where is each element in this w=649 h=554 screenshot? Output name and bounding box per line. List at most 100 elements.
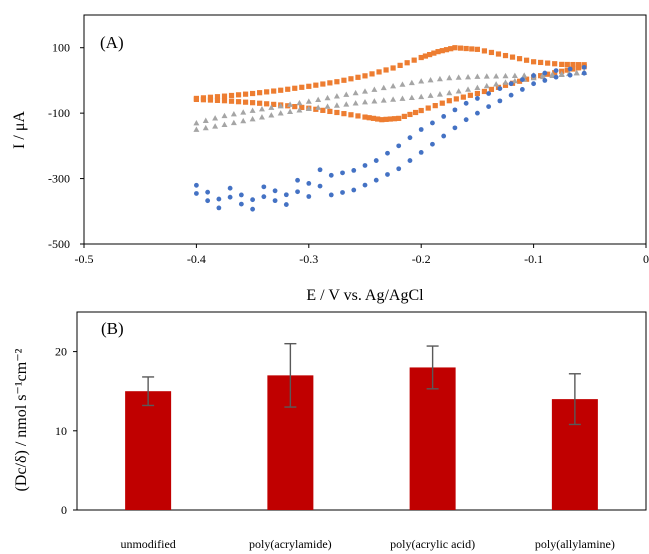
data-point xyxy=(418,107,424,114)
data-point xyxy=(250,90,256,97)
data-point xyxy=(268,104,275,110)
panel-b-categories: unmodified poly(acrylamide) poly(acrylic a… xyxy=(120,537,614,551)
data-point xyxy=(315,104,322,110)
data-point xyxy=(328,192,334,198)
data-point xyxy=(193,96,199,103)
category-label: unmodified xyxy=(120,537,175,551)
data-point xyxy=(412,109,419,116)
data-point xyxy=(502,52,509,59)
data-point xyxy=(397,62,403,68)
category-label: poly(acrylamide) xyxy=(249,537,332,551)
data-point xyxy=(497,86,503,92)
data-point xyxy=(320,81,326,87)
data-point xyxy=(380,84,387,91)
data-point xyxy=(261,184,267,190)
data-point xyxy=(564,67,570,73)
data-point xyxy=(396,115,402,121)
data-point xyxy=(452,45,458,51)
data-point xyxy=(362,163,368,168)
data-point xyxy=(418,93,425,100)
data-point xyxy=(369,71,375,77)
data-point xyxy=(481,48,488,54)
data-point xyxy=(216,205,222,211)
data-point xyxy=(383,67,389,73)
data-point xyxy=(511,72,518,79)
data-point xyxy=(538,73,544,79)
data-point xyxy=(463,45,469,52)
data-point xyxy=(575,62,582,68)
data-point xyxy=(519,87,525,92)
data-point xyxy=(221,112,228,119)
data-point xyxy=(474,46,480,52)
data-point xyxy=(221,121,228,127)
data-point xyxy=(502,72,509,79)
data-point xyxy=(362,88,368,94)
data-point xyxy=(457,45,464,51)
data-point xyxy=(194,182,199,188)
data-point xyxy=(240,109,247,115)
data-point xyxy=(493,73,500,79)
data-point xyxy=(227,185,233,191)
data-point xyxy=(341,111,347,117)
data-point xyxy=(355,74,361,80)
data-point xyxy=(396,143,402,149)
data-point xyxy=(334,109,340,116)
data-point xyxy=(221,98,228,104)
data-point xyxy=(299,84,305,90)
data-point xyxy=(306,83,312,89)
panel-a-y-axis-label: I / μA xyxy=(11,111,28,149)
data-point xyxy=(387,116,393,122)
data-point xyxy=(370,115,377,121)
x-tick-label: -0.5 xyxy=(75,252,94,266)
data-point xyxy=(390,65,396,71)
data-point xyxy=(404,60,410,66)
data-point xyxy=(193,126,200,132)
data-point xyxy=(452,125,458,131)
data-point xyxy=(362,99,368,105)
data-point xyxy=(379,117,385,123)
bar xyxy=(409,367,456,510)
data-point xyxy=(545,60,551,66)
data-point xyxy=(486,104,492,109)
data-point xyxy=(553,68,559,74)
data-point xyxy=(396,166,402,172)
data-point xyxy=(292,85,298,91)
data-point xyxy=(508,92,514,98)
data-point xyxy=(467,92,473,98)
data-point xyxy=(305,105,312,111)
data-point xyxy=(238,192,244,198)
data-point xyxy=(324,94,331,101)
data-point xyxy=(427,92,434,98)
data-point xyxy=(207,97,214,103)
data-point xyxy=(446,98,452,104)
category-label: poly(acrylic acid) xyxy=(390,537,475,551)
data-point xyxy=(474,84,481,91)
data-point xyxy=(283,192,289,198)
data-point xyxy=(271,101,277,107)
x-tick-label: -0.3 xyxy=(299,252,318,266)
y-tick-label: 10 xyxy=(55,424,67,438)
data-point xyxy=(362,182,368,188)
data-point xyxy=(493,81,500,87)
panel-b-y-ticks: 0 10 20 xyxy=(55,345,77,517)
data-point xyxy=(511,77,518,84)
data-point xyxy=(452,107,458,113)
y-tick-label: 0 xyxy=(61,503,67,517)
data-point xyxy=(351,187,357,193)
data-point xyxy=(228,92,235,99)
data-point xyxy=(287,108,294,115)
data-point xyxy=(250,100,256,106)
data-point xyxy=(257,90,263,96)
data-point xyxy=(418,150,424,155)
data-point xyxy=(483,82,490,89)
data-point xyxy=(200,97,207,103)
data-point xyxy=(390,82,397,89)
data-point xyxy=(313,82,319,88)
data-point xyxy=(343,91,350,97)
data-point xyxy=(333,93,340,99)
data-point xyxy=(573,69,580,76)
data-point xyxy=(366,115,372,121)
x-tick-label: 0 xyxy=(643,252,649,266)
data-point xyxy=(390,96,397,102)
data-point xyxy=(271,88,277,94)
